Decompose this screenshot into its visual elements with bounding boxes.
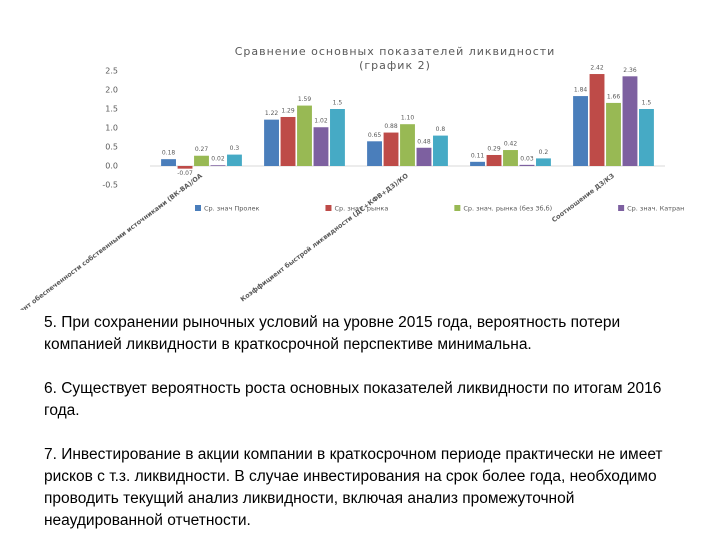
bar <box>433 135 448 166</box>
legend-swatch <box>618 205 625 211</box>
bar <box>503 150 518 166</box>
bar <box>264 119 279 166</box>
bar <box>622 76 638 166</box>
legend-swatch <box>454 205 461 211</box>
bar <box>606 102 621 166</box>
legend-swatch <box>195 205 201 211</box>
value-label: 1.59 <box>298 96 312 103</box>
value-label: 1.84 <box>574 87 588 94</box>
chart-title: Сравнение основных показателей ликвиднос… <box>235 45 556 58</box>
bar <box>416 147 432 166</box>
x-tick-label: Коэффициент быстрой ликвидности (ДС+КФВ+… <box>239 172 410 304</box>
bar <box>313 127 329 166</box>
bar <box>486 154 502 166</box>
value-label: 0.48 <box>417 138 431 145</box>
chart: Сравнение основных показателей ликвиднос… <box>0 45 684 310</box>
y-tick-label: 0.5 <box>105 143 118 152</box>
value-label: 1.22 <box>265 110 279 117</box>
paragraph: 6. Существует вероятность роста основных… <box>44 380 662 419</box>
y-tick-label: -0.5 <box>102 181 118 190</box>
bar <box>589 74 605 166</box>
value-label: 2.36 <box>623 67 637 74</box>
legend-label: Ср. знач. Катран <box>627 205 684 213</box>
value-label: -0.07 <box>177 170 193 177</box>
chart-subtitle: (график 2) <box>359 59 431 72</box>
bar <box>177 166 193 169</box>
text-block: 5. При сохранении рыночных условий на ур… <box>44 312 674 554</box>
bar <box>400 124 415 166</box>
value-label: 0.2 <box>539 149 549 156</box>
legend-label: Ср. знач. рынка <box>334 205 388 213</box>
x-tick-label: Соотношение ДЗ/КЗ <box>550 172 616 224</box>
value-label: 0.29 <box>487 145 501 152</box>
value-label: 2.42 <box>590 65 604 72</box>
paragraph: 7. Инвестирование в акции компании в кра… <box>44 446 663 529</box>
value-label: 1.5 <box>333 100 343 107</box>
value-label: 0.18 <box>162 150 176 157</box>
paragraph: 5. При сохранении рыночных условий на ур… <box>44 314 621 353</box>
value-label: 0.8 <box>436 126 446 133</box>
value-label: 1.02 <box>314 118 328 125</box>
y-tick-label: 2.5 <box>105 67 118 76</box>
bar <box>297 105 312 166</box>
value-label: 1.66 <box>607 93 621 100</box>
bar <box>227 154 242 166</box>
bar <box>330 109 345 166</box>
legend-label: Ср. знач. рынка (без 3б,б) <box>463 205 552 213</box>
bar <box>383 132 399 166</box>
legend-swatch <box>325 205 332 211</box>
value-label: 0.42 <box>504 141 518 148</box>
value-label: 0.3 <box>230 145 240 152</box>
bar <box>194 155 209 166</box>
y-tick-label: 1.0 <box>105 124 118 133</box>
value-label: 0.65 <box>368 132 382 139</box>
y-tick-label: 1.5 <box>105 105 118 114</box>
bar <box>639 109 654 166</box>
bar <box>536 158 551 166</box>
value-label: 0.03 <box>520 155 534 162</box>
bar <box>519 164 535 166</box>
slide: Сравнение основных показателей ликвиднос… <box>0 45 685 529</box>
bar <box>367 141 382 166</box>
value-label: 0.11 <box>471 152 485 159</box>
value-label: 0.27 <box>195 146 209 153</box>
bar <box>470 161 485 166</box>
value-label: 1.10 <box>401 115 415 122</box>
legend-label: Ср. знач Пролек <box>204 205 260 213</box>
value-label: 0.02 <box>211 156 225 163</box>
y-tick-label: 0.0 <box>105 162 118 171</box>
bar <box>573 96 588 166</box>
value-label: 1.29 <box>281 107 295 114</box>
bar <box>210 165 226 166</box>
x-tick-label: Коэффициент обеспеченности собственными … <box>0 172 204 310</box>
value-label: 1.5 <box>642 100 652 107</box>
y-tick-label: 2.0 <box>105 86 118 95</box>
bar <box>161 159 176 166</box>
bar <box>280 116 296 166</box>
value-label: 0.88 <box>384 123 398 130</box>
